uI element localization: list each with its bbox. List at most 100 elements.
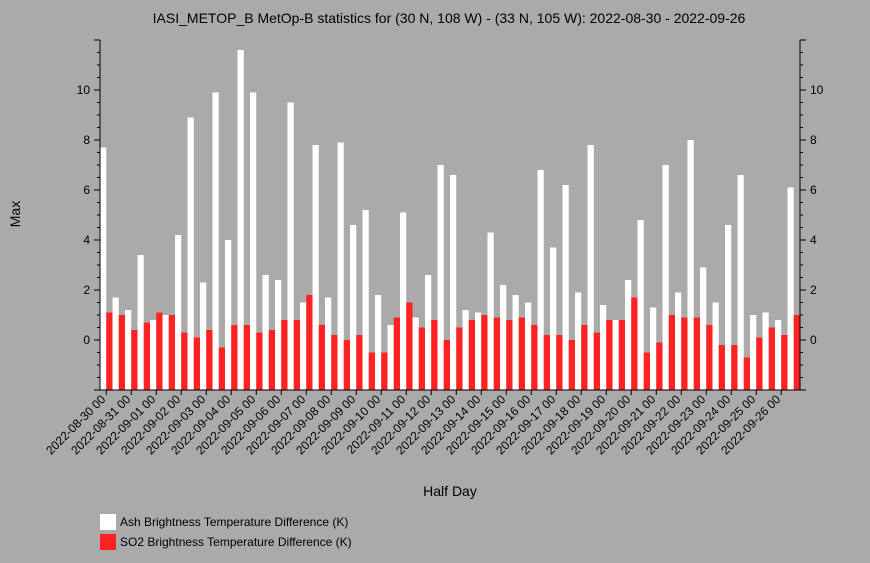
y-tick-label-left: 2 <box>83 283 90 297</box>
x-axis-label: Half Day <box>423 483 477 499</box>
ash-bar <box>250 92 257 390</box>
so2-bar <box>293 320 300 390</box>
so2-bar <box>418 327 425 390</box>
ash-bar <box>587 145 594 390</box>
ash-bar <box>350 225 357 390</box>
ash-bar <box>312 145 319 390</box>
ash-bar <box>637 220 644 390</box>
so2-bar <box>368 352 375 390</box>
ash-bar <box>387 325 394 390</box>
ash-bar <box>437 165 444 390</box>
so2-bar <box>193 337 200 390</box>
chart-title: IASI_METOP_B MetOp-B statistics for (30 … <box>153 10 746 26</box>
y-tick-label-left: 10 <box>77 83 91 97</box>
ash-bar <box>125 310 132 390</box>
ash-bar <box>487 232 494 390</box>
so2-bar <box>356 335 363 390</box>
ash-bar <box>675 292 682 390</box>
so2-bar <box>443 340 450 390</box>
so2-bar <box>168 315 175 390</box>
legend-swatch-so2 <box>100 534 116 550</box>
so2-bar <box>481 315 488 390</box>
ash-bar <box>225 240 232 390</box>
y-tick-label-right: 2 <box>810 283 817 297</box>
ash-bar <box>150 320 157 390</box>
so2-bar <box>718 345 725 390</box>
so2-bar <box>618 320 625 390</box>
ash-bar <box>100 147 107 390</box>
ash-bar <box>475 312 482 390</box>
legend-label-so2: SO2 Brightness Temperature Difference (K… <box>120 535 352 549</box>
y-tick-label-right: 8 <box>810 133 817 147</box>
so2-bar <box>493 317 500 390</box>
so2-bar <box>793 315 800 390</box>
ash-bar <box>375 295 382 390</box>
so2-bar <box>668 315 675 390</box>
ash-bar <box>525 302 532 390</box>
ash-bar <box>162 315 169 390</box>
so2-bar <box>731 345 738 390</box>
ash-bar <box>450 175 457 390</box>
so2-bar <box>431 320 438 390</box>
ash-bar <box>412 317 419 390</box>
y-tick-label-left: 8 <box>83 133 90 147</box>
so2-bar <box>506 320 513 390</box>
y-tick-label-right: 0 <box>810 333 817 347</box>
ash-bar <box>787 187 794 390</box>
ash-bar <box>750 315 757 390</box>
ash-bar <box>550 247 557 390</box>
so2-bar <box>518 317 525 390</box>
ash-bar <box>600 305 607 390</box>
ash-bar <box>700 267 707 390</box>
ash-bar <box>775 320 782 390</box>
ash-bar <box>275 280 282 390</box>
ash-bar <box>625 280 632 390</box>
so2-bar <box>243 325 250 390</box>
so2-bar <box>456 327 463 390</box>
ash-bar <box>725 225 732 390</box>
ash-bar <box>400 212 407 390</box>
ash-bar <box>537 170 544 390</box>
ash-bar <box>612 320 619 390</box>
so2-bar <box>468 320 475 390</box>
so2-bar <box>331 335 338 390</box>
so2-bar <box>218 347 225 390</box>
so2-bar <box>756 337 763 390</box>
so2-bar <box>156 312 163 390</box>
ash-bar <box>187 117 194 390</box>
so2-bar <box>231 325 238 390</box>
so2-bar <box>256 332 263 390</box>
ash-bar <box>562 185 569 390</box>
ash-bar <box>237 50 244 390</box>
ash-bar <box>287 102 294 390</box>
so2-bar <box>706 325 713 390</box>
so2-bar <box>543 335 550 390</box>
ash-bar <box>500 285 507 390</box>
so2-bar <box>131 330 138 390</box>
so2-bar <box>781 335 788 390</box>
legend: Ash Brightness Temperature Difference (K… <box>100 512 352 552</box>
so2-bar <box>306 295 313 390</box>
ash-bar <box>687 140 694 390</box>
ash-bar <box>737 175 744 390</box>
legend-swatch-ash <box>100 514 116 530</box>
so2-bar <box>693 317 700 390</box>
so2-bar <box>106 312 113 390</box>
ash-bar <box>112 297 119 390</box>
y-axis-label: Max <box>7 201 23 227</box>
y-tick-label-right: 10 <box>810 83 824 97</box>
ash-bar <box>262 275 269 390</box>
so2-bar <box>268 330 275 390</box>
so2-bar <box>281 320 288 390</box>
so2-bar <box>393 317 400 390</box>
legend-item-so2: SO2 Brightness Temperature Difference (K… <box>100 532 352 552</box>
ash-bar <box>362 210 369 390</box>
y-tick-label-right: 4 <box>810 233 817 247</box>
y-tick-label-left: 6 <box>83 183 90 197</box>
so2-bar <box>118 315 125 390</box>
so2-bar <box>631 297 638 390</box>
so2-bar <box>143 322 150 390</box>
so2-bar <box>643 352 650 390</box>
